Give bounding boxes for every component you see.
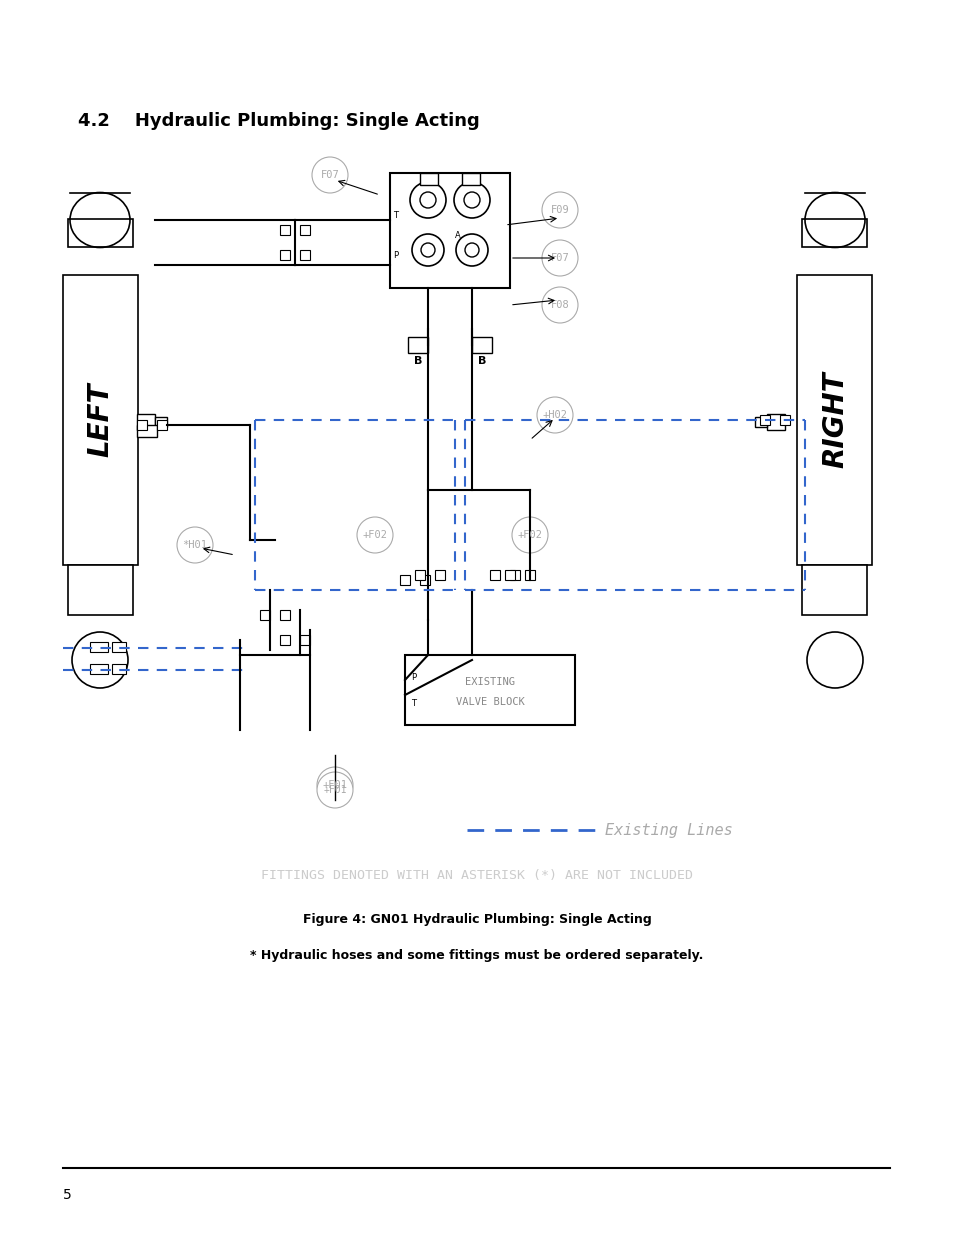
Text: T: T [411,699,416,709]
Bar [157,420,168,430]
Bar [299,249,310,261]
Bar [419,173,437,184]
Text: +F01: +F01 [322,781,347,790]
Text: T: T [393,210,397,220]
Text: P: P [393,251,397,259]
Bar [760,415,770,425]
Bar [137,420,148,430]
Text: A: A [455,231,460,240]
Text: Existing Lines: Existing Lines [604,823,732,837]
Bar [490,571,499,580]
Text: VALVE BLOCK: VALVE BLOCK [456,697,524,706]
Bar [68,219,132,247]
Text: EXISTING: EXISTING [464,677,515,687]
Bar [280,249,290,261]
Bar [461,173,479,184]
Bar [137,414,155,430]
Text: F07: F07 [550,253,569,263]
Bar [435,571,444,580]
Circle shape [71,632,128,688]
Bar [767,414,784,430]
Circle shape [537,396,573,433]
Circle shape [356,517,393,553]
Circle shape [410,182,446,219]
Text: F07: F07 [320,170,339,180]
Text: +F01: +F01 [323,785,346,795]
Circle shape [312,157,348,193]
Bar [524,571,535,580]
Circle shape [177,527,213,563]
Bar [280,610,290,620]
Bar [137,425,157,437]
Text: F08: F08 [550,300,569,310]
Bar [112,664,126,674]
Text: FITTINGS DENOTED WITH AN ASTERISK (*) ARE NOT INCLUDED: FITTINGS DENOTED WITH AN ASTERISK (*) AR… [261,868,692,882]
Bar [63,275,137,564]
Bar [415,571,424,580]
Text: 5: 5 [63,1188,71,1202]
Circle shape [420,243,435,257]
Bar [260,610,270,620]
Bar [155,417,168,427]
Circle shape [454,182,490,219]
Bar [299,225,310,235]
Bar [510,571,519,580]
Text: F09: F09 [550,205,569,215]
Bar [408,337,428,353]
Text: Figure 4: GN01 Hydraulic Plumbing: Single Acting: Figure 4: GN01 Hydraulic Plumbing: Singl… [302,914,651,926]
Circle shape [412,233,443,266]
Bar [299,635,310,645]
Text: 4.2    Hydraulic Plumbing: Single Acting: 4.2 Hydraulic Plumbing: Single Acting [78,112,479,130]
Circle shape [806,632,862,688]
Text: LEFT: LEFT [86,383,113,457]
Circle shape [512,517,547,553]
Bar [405,655,575,725]
Bar [90,642,108,652]
Text: RIGHT: RIGHT [821,372,848,468]
Bar [780,415,790,425]
Bar [112,642,126,652]
Bar [90,664,108,674]
Bar [797,275,872,564]
Text: *H01: *H01 [182,540,208,550]
Text: B: B [477,356,486,366]
Text: +F02: +F02 [362,530,387,540]
Circle shape [541,287,578,324]
Bar [755,417,767,427]
Bar [472,337,492,353]
Circle shape [419,191,436,207]
Text: +F02: +F02 [517,530,542,540]
Circle shape [316,767,353,803]
Circle shape [463,191,479,207]
Text: * Hydraulic hoses and some fittings must be ordered separately.: * Hydraulic hoses and some fittings must… [250,948,703,962]
Bar [280,635,290,645]
Bar [280,225,290,235]
Bar [390,173,510,288]
Bar [801,219,866,247]
Bar [801,564,866,615]
Circle shape [541,240,578,275]
Text: P: P [411,673,416,683]
Circle shape [541,191,578,228]
Bar [399,576,410,585]
Text: +H02: +H02 [542,410,567,420]
Circle shape [456,233,488,266]
Bar [68,564,132,615]
Bar [504,571,515,580]
Bar [419,576,430,585]
Circle shape [316,772,353,808]
Text: B: B [414,356,422,366]
Circle shape [464,243,478,257]
